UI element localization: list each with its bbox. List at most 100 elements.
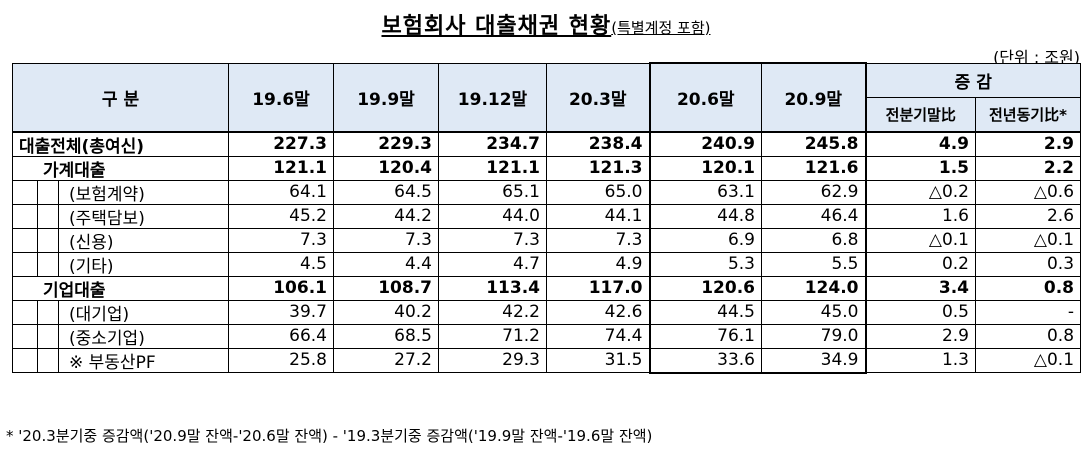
row-label: (신용) <box>12 227 229 253</box>
cell-value: 68.5 <box>333 323 439 349</box>
cell-value: 66.4 <box>228 323 334 349</box>
row-label: 기업대출 <box>12 275 229 301</box>
header-change-qoq: 전분기말比 <box>865 96 976 132</box>
row-label-text: (기타) <box>69 256 114 276</box>
row-label-text: 대출전체(총여신) <box>19 136 145 156</box>
cell-value: 1.5 <box>865 155 976 181</box>
header-period: 19.12말 <box>438 62 547 132</box>
cell-value: 106.1 <box>228 275 334 301</box>
cell-value: 245.8 <box>761 131 867 157</box>
cell-value: 64.5 <box>333 179 439 205</box>
row-label: (주택담보) <box>12 203 229 229</box>
cell-value: 1.6 <box>865 203 976 229</box>
table-row: (대기업) 39.7 40.2 42.2 42.6 44.5 45.0 0.5- <box>12 299 1082 325</box>
loan-table: 구 분 19.6말 19.9말 19.12말 20.3말 20.6말 20.9말… <box>12 62 1082 374</box>
cell-value: 108.7 <box>333 275 439 301</box>
cell-value: △0.6 <box>974 179 1082 205</box>
cell-value: 64.1 <box>228 179 334 205</box>
header-period: 19.6말 <box>228 62 334 132</box>
row-label-text: (대기업) <box>69 304 130 324</box>
title-subtitle: (특별계정 포함) <box>611 19 711 37</box>
cell-value: 44.5 <box>648 299 762 325</box>
cell-value: 42.6 <box>546 299 650 325</box>
table-row: (주택담보) 45.2 44.2 44.0 44.1 44.8 46.4 1.6 2.6 <box>12 203 1082 229</box>
table-row: (신용) 7.3 7.3 7.3 7.3 6.9 6.8 △0.1 △0.1 <box>12 227 1082 253</box>
header-period: 20.3말 <box>546 62 650 132</box>
cell-value: 46.4 <box>761 203 867 229</box>
cell-value: 120.4 <box>333 155 439 181</box>
cell-value: 45.2 <box>228 203 334 229</box>
cell-value: 39.7 <box>228 299 334 325</box>
header-change: 증 감 <box>864 62 1082 98</box>
cell-value: 4.4 <box>333 251 439 277</box>
cell-value: 121.1 <box>438 155 547 181</box>
cell-value: 117.0 <box>546 275 650 301</box>
cell-value: 121.1 <box>228 155 334 181</box>
row-label-text: (신용) <box>69 232 114 252</box>
cell-value: 44.0 <box>438 203 547 229</box>
cell-value: 6.8 <box>761 227 867 253</box>
cell-value: 124.0 <box>761 275 867 301</box>
cell-value: 63.1 <box>648 179 762 205</box>
cell-value: 62.9 <box>761 179 867 205</box>
row-label: ※ 부동산PF <box>12 347 229 373</box>
cell-value: 7.3 <box>333 227 439 253</box>
cell-value: △0.1 <box>974 347 1082 373</box>
cell-value: 0.2 <box>865 251 976 277</box>
row-label-text: (중소기업) <box>69 328 145 348</box>
cell-value: 2.9 <box>865 323 976 349</box>
table-row: (중소기업) 66.4 68.5 71.2 74.4 76.1 79.0 2.9 0.8 <box>12 323 1082 349</box>
cell-value: 2.6 <box>974 203 1082 229</box>
cell-value: 4.5 <box>228 251 334 277</box>
cell-value: 44.1 <box>546 203 650 229</box>
cell-value: 74.4 <box>546 323 650 349</box>
row-label: 가계대출 <box>12 155 229 181</box>
cell-value: 120.6 <box>648 275 762 301</box>
cell-value: 234.7 <box>438 131 547 157</box>
cell-value: 238.4 <box>546 131 650 157</box>
cell-value: 27.2 <box>333 347 439 373</box>
header-period: 19.9말 <box>333 62 439 132</box>
unit-label: (단위 : 조원) <box>993 48 1080 67</box>
cell-value: △0.2 <box>865 179 976 205</box>
cell-value: 7.3 <box>438 227 547 253</box>
table-row: 대출전체(총여신) 227.3 229.3 234.7 238.4 240.9 245.8 4… <box>12 131 1082 157</box>
cell-value: 65.1 <box>438 179 547 205</box>
cell-value: 31.5 <box>546 347 650 373</box>
cell-value: △0.1 <box>974 227 1082 253</box>
cell-value: 42.2 <box>438 299 547 325</box>
cell-value: 6.9 <box>648 227 762 253</box>
cell-value: 65.0 <box>546 179 650 205</box>
cell-value: 0.5 <box>865 299 976 325</box>
cell-value: 120.1 <box>648 155 762 181</box>
cell-value: 240.9 <box>648 131 762 157</box>
cell-value: 3.4 <box>865 275 976 301</box>
cell-value: 5.5 <box>761 251 867 277</box>
cell-value: 45.0 <box>761 299 867 325</box>
table-row: ※ 부동산PF 25.8 27.2 29.3 31.5 33.6 34.9 1.3 △0.1 <box>12 347 1082 374</box>
cell-value: 0.3 <box>974 251 1082 277</box>
table-row: (보험계약) 64.1 64.5 65.1 65.0 63.1 62.9 △0.2 △0.6 <box>12 179 1082 205</box>
cell-value: - <box>974 299 1082 325</box>
table-row: 기업대출 106.1 108.7 113.4 117.0 120.6 124.0 3.4 0.8 <box>12 275 1082 301</box>
cell-value: 25.8 <box>228 347 334 373</box>
cell-value: 44.2 <box>333 203 439 229</box>
cell-value: 76.1 <box>648 323 762 349</box>
row-label: (기타) <box>12 251 229 277</box>
cell-value: 4.9 <box>865 131 976 157</box>
cell-value: 44.8 <box>648 203 762 229</box>
cell-value: 121.6 <box>761 155 867 181</box>
table-row: (기타) 4.5 4.4 4.7 4.9 5.3 5.5 0.2 0.3 <box>12 251 1082 277</box>
header-period: 20.6말 <box>648 62 762 132</box>
cell-value: 5.3 <box>648 251 762 277</box>
cell-value: 2.9 <box>974 131 1082 157</box>
row-label: 대출전체(총여신) <box>12 131 229 157</box>
cell-value: 1.3 <box>865 347 976 373</box>
header-period: 20.9말 <box>761 62 867 132</box>
header-category: 구 분 <box>12 62 229 132</box>
header-change-yoy: 전년동기比* <box>974 96 1082 132</box>
row-label-text: 기업대출 <box>43 280 106 300</box>
cell-value: 4.9 <box>546 251 650 277</box>
cell-value: 229.3 <box>333 131 439 157</box>
cell-value: 34.9 <box>761 347 867 374</box>
